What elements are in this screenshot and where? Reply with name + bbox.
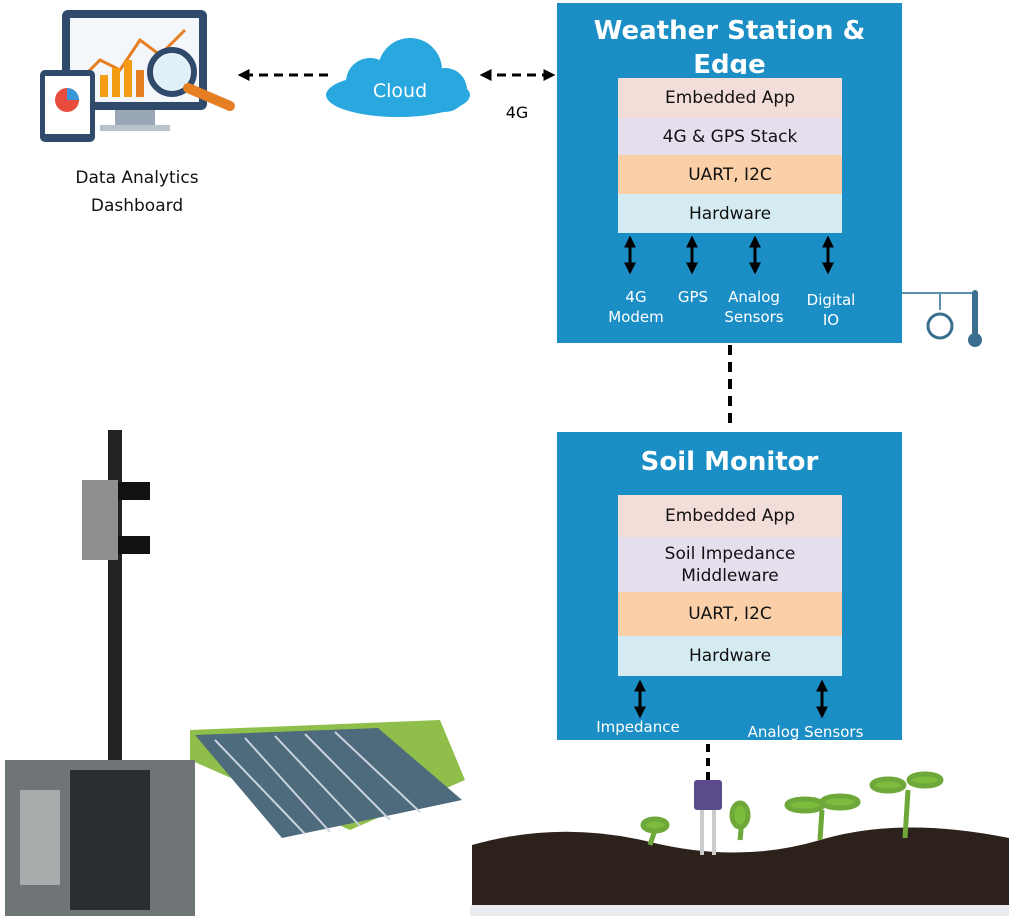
cloud-shape <box>326 38 470 117</box>
page: IoT Weather Station Architecture html, b… <box>0 0 1009 916</box>
sensor-icon <box>902 293 982 347</box>
stack-layer: Hardware <box>618 194 842 233</box>
interface-label: 4G Modem <box>606 287 666 327</box>
stack-layer: UART, I2C <box>618 592 842 636</box>
canvas: {"weather_station": {"title": "Weather S… <box>0 0 1009 916</box>
dashboard-label: Data Analytics Dashboard <box>57 164 217 220</box>
interface-label: Digital IO <box>800 290 862 330</box>
dashboard-icon <box>40 10 230 142</box>
stack-layer: Embedded App <box>618 495 842 537</box>
stack-layer: Embedded App <box>618 78 842 118</box>
interface-label: Impedance <box>588 717 688 737</box>
soil-title: Soil Monitor <box>557 445 902 479</box>
weather-title: Weather Station & Edge <box>557 14 902 74</box>
stack-layer: UART, I2C <box>618 155 842 194</box>
interface-label: Analog Sensors <box>718 287 790 327</box>
stack-layer: Hardware <box>618 636 842 676</box>
cloud-label: Cloud <box>340 80 460 102</box>
stack-layer: Soil Impedance Middleware <box>618 537 842 592</box>
stack-layer: 4G & GPS Stack <box>618 118 842 155</box>
interface-label: Analog Sensors <box>738 722 873 742</box>
interface-label: GPS <box>668 287 718 307</box>
link-label: 4G <box>497 103 537 122</box>
soil-photo <box>470 774 1009 916</box>
station-photo <box>5 430 465 916</box>
